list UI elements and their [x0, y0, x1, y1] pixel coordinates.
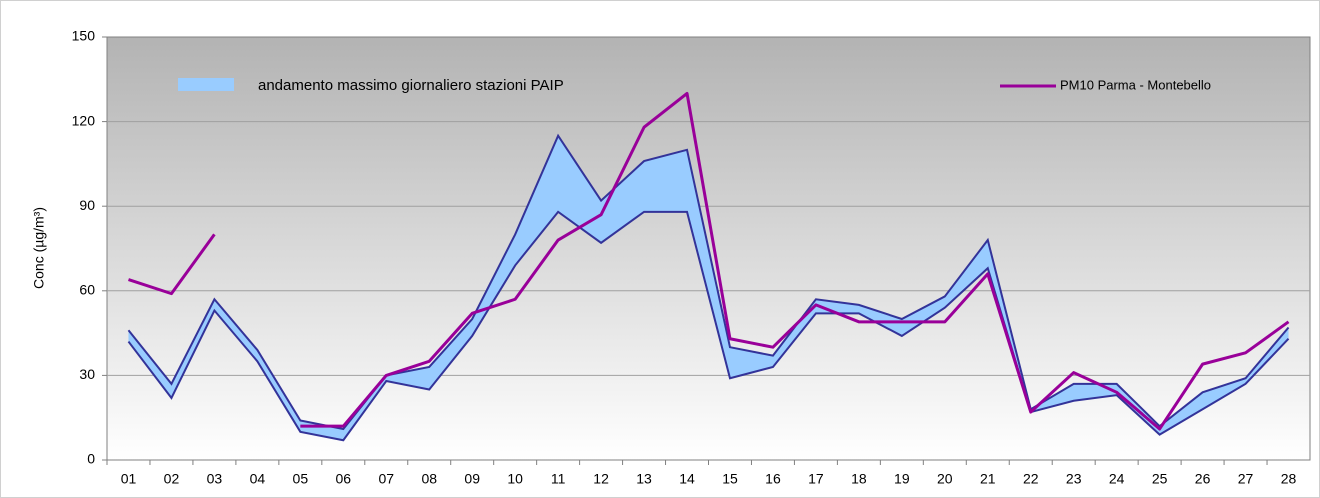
x-tick-label: 15 — [722, 471, 738, 487]
legend-label: andamento massimo giornaliero stazioni P… — [258, 77, 564, 94]
x-tick-label: 01 — [121, 471, 137, 487]
x-tick-label: 16 — [765, 471, 781, 487]
y-axis-label: Conc (µg/m³) — [31, 207, 47, 289]
y-tick-label: 30 — [79, 366, 95, 382]
x-tick-label: 14 — [679, 471, 695, 487]
x-tick-label: 18 — [851, 471, 867, 487]
x-tick-label: 19 — [894, 471, 910, 487]
x-tick-label: 24 — [1109, 471, 1125, 487]
x-tick-label: 02 — [164, 471, 180, 487]
x-tick-label: 03 — [207, 471, 223, 487]
band-area — [128, 135, 1289, 441]
x-tick-label: 08 — [421, 471, 437, 487]
x-tick-label: 25 — [1152, 471, 1168, 487]
y-tick-label: 150 — [72, 28, 96, 44]
x-tick-label: 05 — [293, 471, 309, 487]
x-tick-label: 09 — [464, 471, 480, 487]
y-tick-label: 90 — [79, 197, 95, 213]
x-tick-label: 20 — [937, 471, 953, 487]
x-tick-label: 12 — [593, 471, 609, 487]
x-tick-label: 04 — [250, 471, 266, 487]
x-tick-label: 27 — [1238, 471, 1254, 487]
x-tick-label: 11 — [551, 471, 566, 487]
band-lower-line — [127, 210, 1290, 442]
x-tick-label: 22 — [1023, 471, 1039, 487]
x-tick-label: 17 — [808, 471, 824, 487]
series-line — [128, 91, 1290, 431]
x-tick-label: 28 — [1281, 471, 1297, 487]
x-tick-label: 13 — [636, 471, 652, 487]
legend-swatch — [178, 78, 234, 91]
x-tick-label: 07 — [378, 471, 394, 487]
y-tick-label: 60 — [79, 282, 95, 298]
x-tick-label: 10 — [507, 471, 523, 487]
x-tick-label: 26 — [1195, 471, 1211, 487]
legend-label: PM10 Parma - Montebello — [1060, 77, 1211, 92]
y-tick-label: 0 — [87, 451, 95, 467]
x-tick-label: 23 — [1066, 471, 1082, 487]
x-tick-label: 21 — [980, 471, 996, 487]
x-tick-label: 06 — [336, 471, 352, 487]
y-tick-label: 120 — [72, 112, 96, 128]
